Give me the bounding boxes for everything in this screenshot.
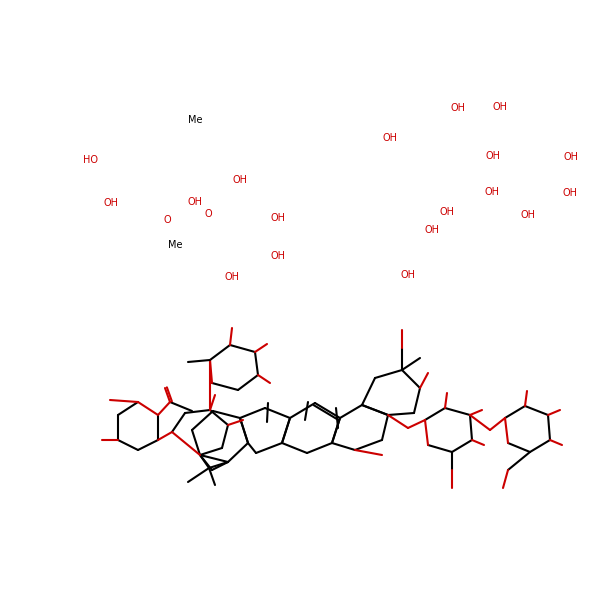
Text: OH: OH: [383, 133, 398, 143]
Text: OH: OH: [563, 188, 577, 198]
Text: OH: OH: [224, 272, 239, 282]
Text: HO: HO: [83, 155, 98, 165]
Text: OH: OH: [563, 152, 578, 162]
Text: OH: OH: [271, 213, 286, 223]
Text: OH: OH: [521, 210, 536, 220]
Text: OH: OH: [439, 207, 455, 217]
Text: OH: OH: [451, 103, 466, 113]
Text: OH: OH: [485, 151, 500, 161]
Text: OH: OH: [493, 102, 508, 112]
Text: OH: OH: [233, 175, 248, 185]
Text: Me: Me: [188, 115, 202, 125]
Text: O: O: [163, 215, 171, 225]
Text: OH: OH: [103, 198, 118, 208]
Text: OH: OH: [401, 270, 415, 280]
Text: OH: OH: [187, 197, 203, 207]
Text: O: O: [204, 209, 212, 219]
Text: OH: OH: [271, 251, 286, 261]
Text: OH: OH: [425, 225, 439, 235]
Text: OH: OH: [485, 187, 499, 197]
Text: Me: Me: [168, 240, 182, 250]
